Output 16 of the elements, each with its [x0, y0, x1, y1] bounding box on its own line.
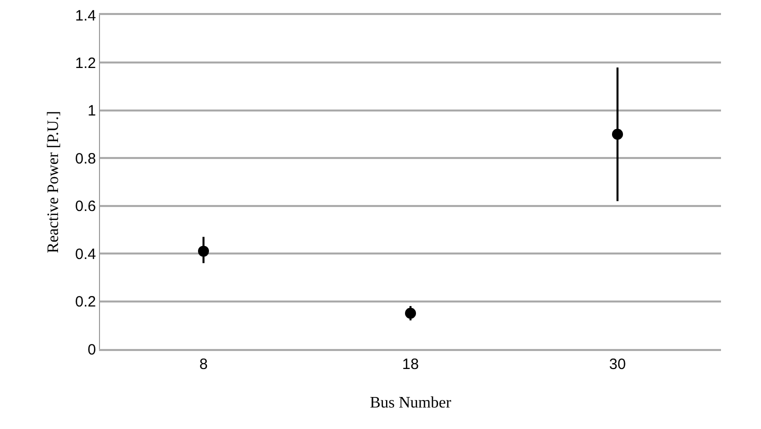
y-tick-label: 1.4: [75, 7, 96, 24]
x-tick-label: 18: [402, 356, 419, 373]
x-tick-label: 8: [199, 356, 208, 373]
y-tick-label: 0.8: [75, 150, 96, 168]
y-tick-label: 0.2: [75, 294, 96, 311]
y-tick-label: 0.6: [75, 198, 96, 216]
y-tick-label: 1.2: [75, 54, 96, 72]
point: [612, 128, 623, 140]
x-axis-title: Bus Number: [370, 394, 452, 412]
y-tick-label: 0.4: [75, 246, 96, 263]
y-tick-label: 1: [88, 102, 96, 120]
y-axis-title: Reactive Power [P.U.]: [45, 110, 62, 254]
point: [405, 308, 416, 319]
y-tick-label: 0: [88, 341, 96, 358]
x-tick-label: 30: [609, 356, 626, 373]
point: [198, 246, 209, 257]
